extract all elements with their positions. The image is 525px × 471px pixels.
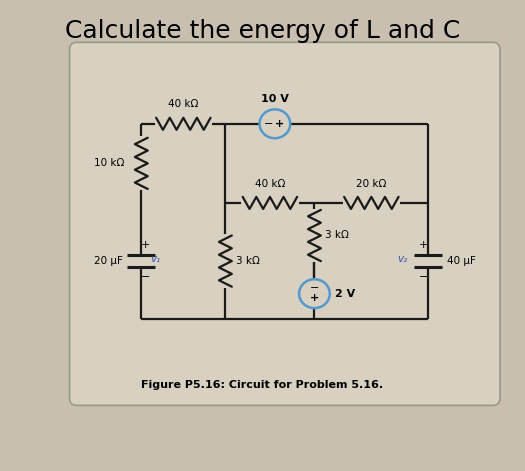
Text: −: − [310,283,319,293]
Text: −: − [141,272,150,283]
Text: +: + [275,119,285,129]
Text: 2 V: 2 V [335,289,355,299]
Text: Calculate the energy of L and C: Calculate the energy of L and C [65,19,460,43]
Text: 3 kΩ: 3 kΩ [326,230,349,241]
Text: v₂: v₂ [397,254,407,264]
Text: 10 V: 10 V [261,94,289,104]
Text: +: + [141,240,150,250]
Text: 20 μF: 20 μF [93,256,122,266]
Text: 3 kΩ: 3 kΩ [236,256,260,266]
Text: 40 kΩ: 40 kΩ [255,179,285,189]
Text: v₁: v₁ [150,254,161,264]
Text: −: − [418,272,428,283]
Text: 40 μF: 40 μF [447,256,476,266]
Text: 20 kΩ: 20 kΩ [356,179,386,189]
Text: Figure P5.16: Circuit for Problem 5.16.: Figure P5.16: Circuit for Problem 5.16. [141,381,384,390]
Text: +: + [310,293,319,303]
Text: 40 kΩ: 40 kΩ [168,99,198,109]
FancyBboxPatch shape [70,42,500,406]
Text: −: − [264,119,273,129]
Text: +: + [418,240,428,250]
Text: 10 kΩ: 10 kΩ [93,158,124,168]
